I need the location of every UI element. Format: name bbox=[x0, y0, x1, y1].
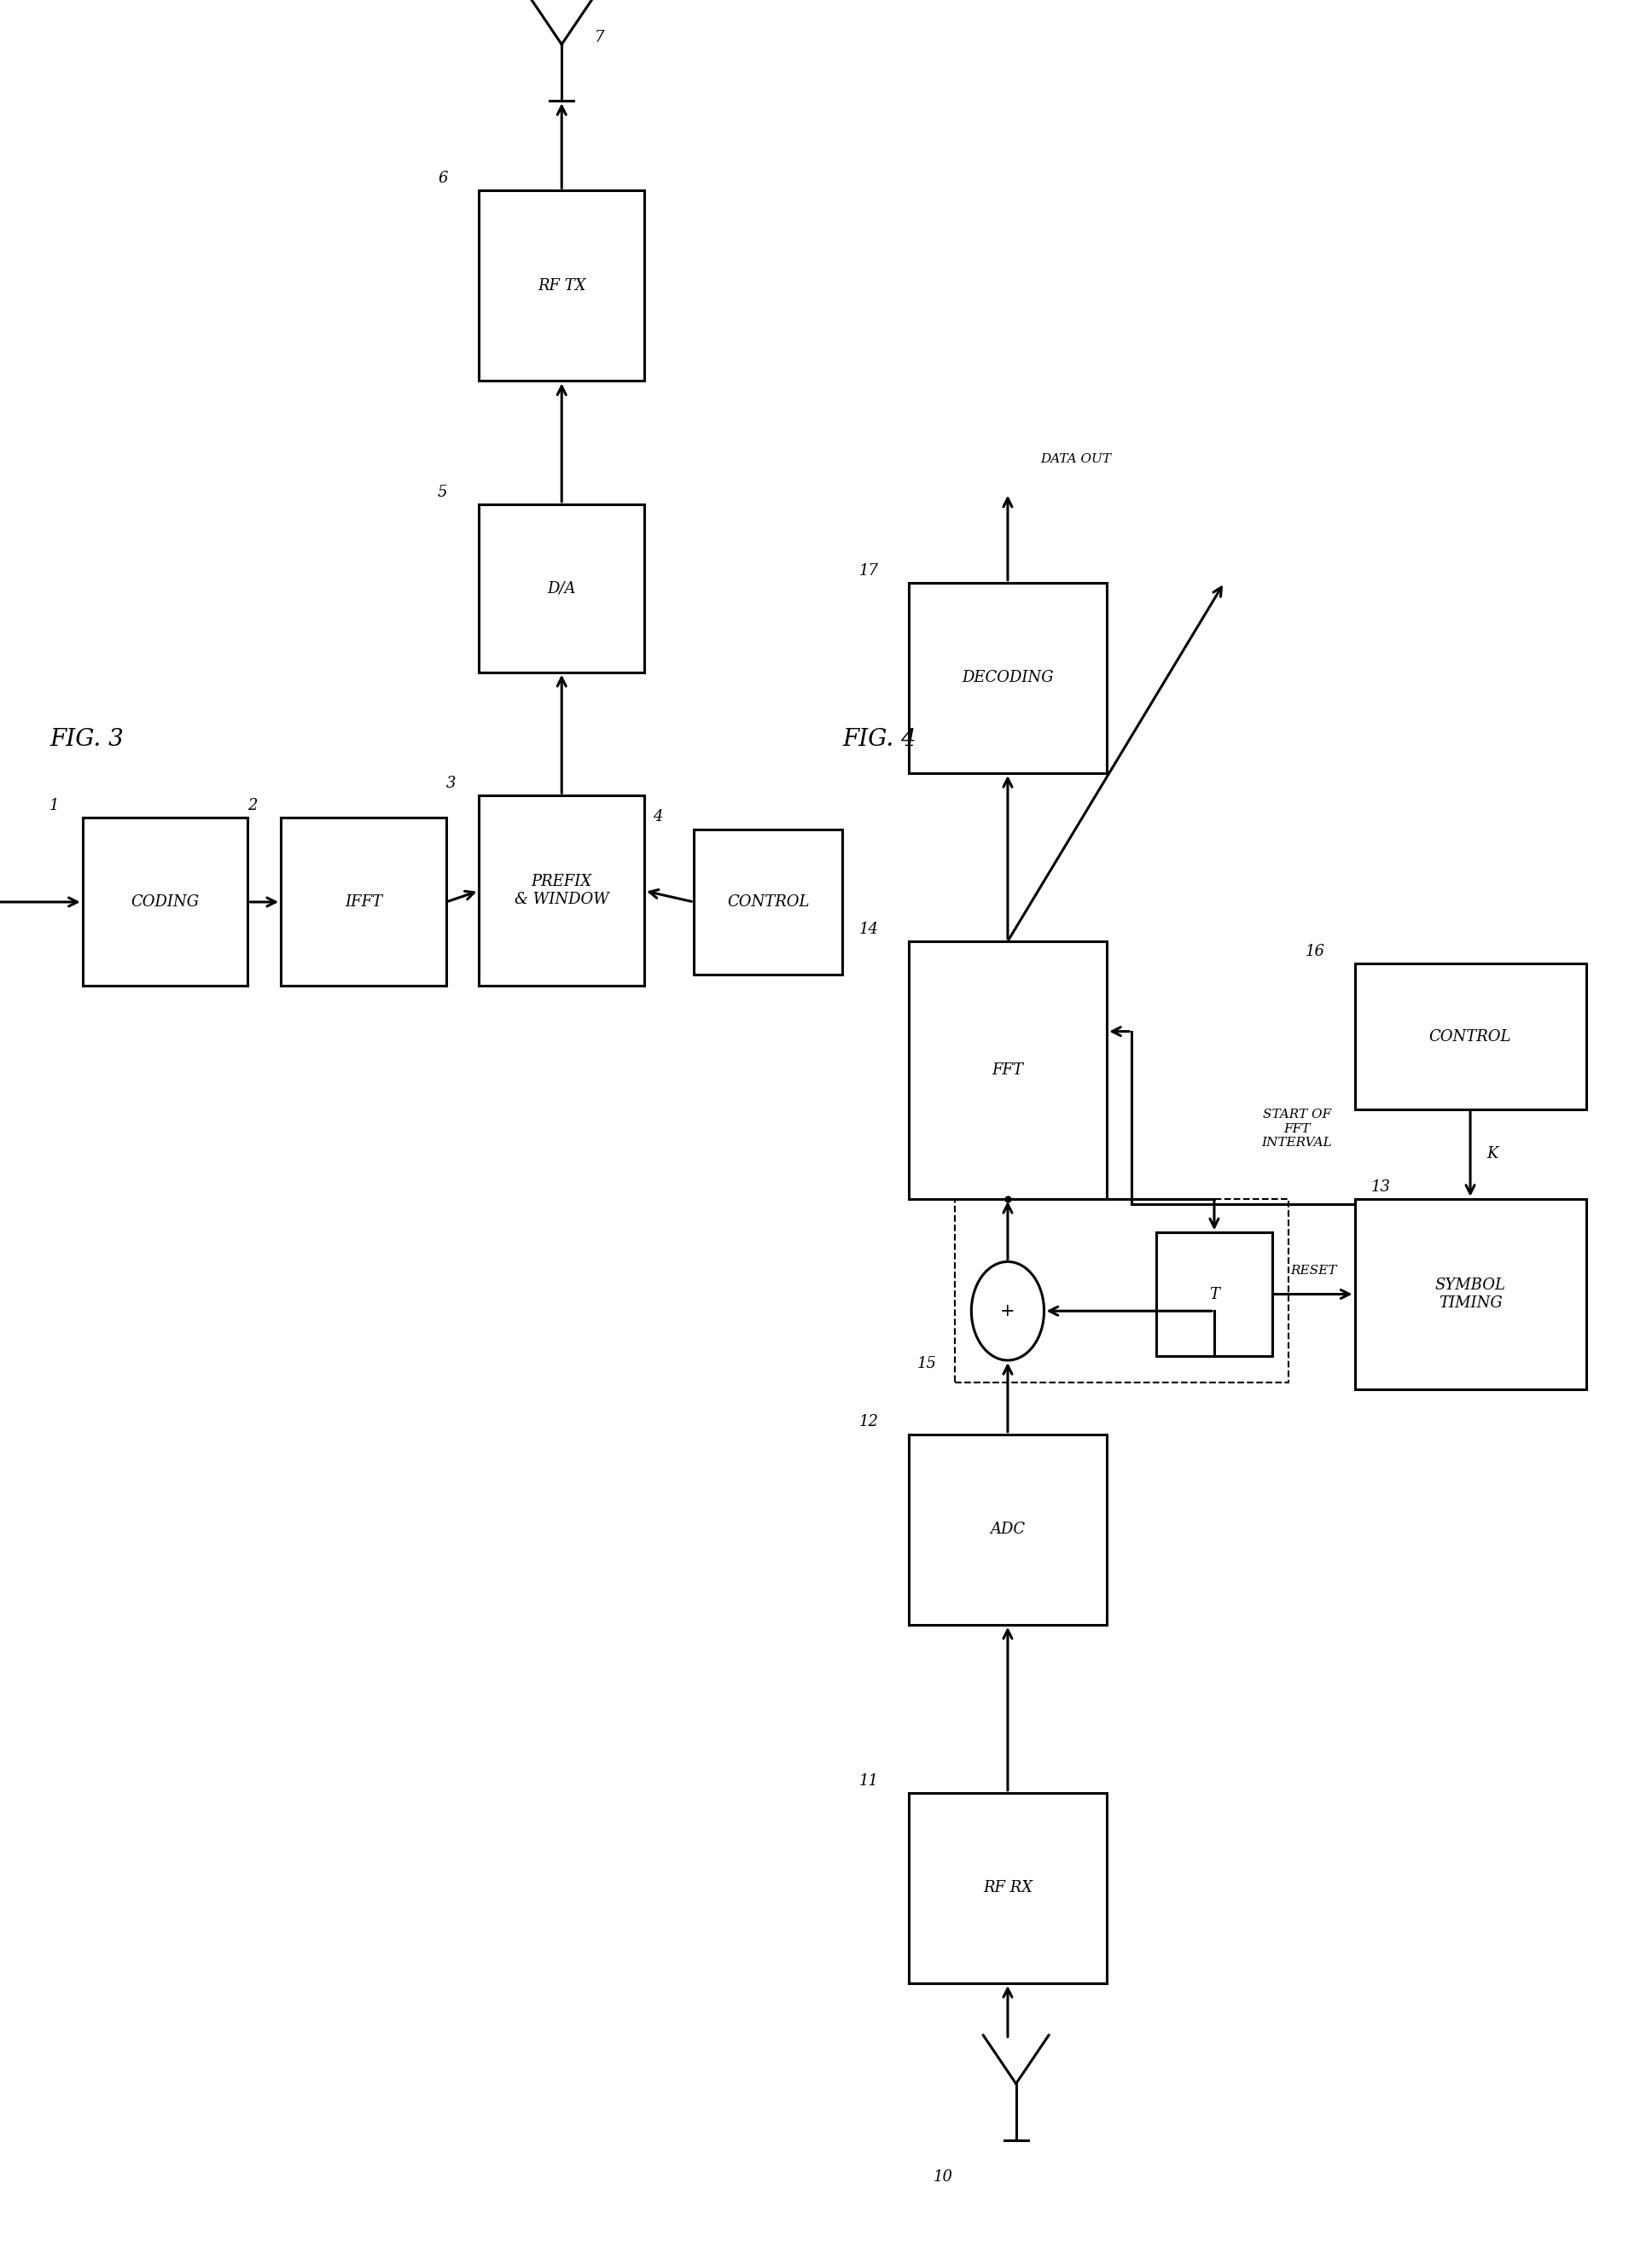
Text: 15: 15 bbox=[917, 1356, 937, 1371]
Text: CONTROL: CONTROL bbox=[1429, 1029, 1512, 1044]
Text: DATA OUT: DATA OUT bbox=[1041, 453, 1112, 466]
Text: ADC: ADC bbox=[990, 1522, 1026, 1537]
Text: 17: 17 bbox=[859, 562, 879, 578]
FancyBboxPatch shape bbox=[479, 190, 644, 381]
Text: T: T bbox=[1209, 1286, 1219, 1302]
Text: 10: 10 bbox=[933, 2169, 953, 2185]
Text: FIG. 4: FIG. 4 bbox=[843, 728, 917, 751]
FancyBboxPatch shape bbox=[479, 796, 644, 986]
Text: 16: 16 bbox=[1305, 943, 1325, 959]
Text: K: K bbox=[1487, 1147, 1498, 1161]
Text: SYMBOL
TIMING: SYMBOL TIMING bbox=[1436, 1277, 1505, 1311]
Text: 5: 5 bbox=[438, 484, 448, 500]
FancyBboxPatch shape bbox=[909, 1793, 1107, 1983]
FancyBboxPatch shape bbox=[694, 829, 843, 975]
Text: CODING: CODING bbox=[131, 894, 200, 910]
Text: START OF
FFT
INTERVAL: START OF FFT INTERVAL bbox=[1262, 1109, 1332, 1147]
FancyBboxPatch shape bbox=[1156, 1233, 1272, 1356]
Bar bbox=[955, 1199, 1289, 1383]
FancyBboxPatch shape bbox=[479, 504, 644, 672]
Text: RF RX: RF RX bbox=[983, 1880, 1032, 1896]
Text: 13: 13 bbox=[1371, 1179, 1391, 1194]
Text: PREFIX
& WINDOW: PREFIX & WINDOW bbox=[514, 874, 610, 908]
Text: DECODING: DECODING bbox=[961, 670, 1054, 686]
Text: RF TX: RF TX bbox=[537, 278, 586, 294]
Text: 3: 3 bbox=[446, 775, 456, 791]
FancyBboxPatch shape bbox=[909, 941, 1107, 1199]
FancyBboxPatch shape bbox=[1355, 964, 1586, 1109]
Text: +: + bbox=[999, 1302, 1016, 1320]
FancyBboxPatch shape bbox=[909, 1434, 1107, 1625]
Text: 11: 11 bbox=[859, 1773, 879, 1788]
Text: 4: 4 bbox=[653, 809, 662, 825]
FancyBboxPatch shape bbox=[1355, 1199, 1586, 1389]
Text: 12: 12 bbox=[859, 1414, 879, 1430]
Text: RESET: RESET bbox=[1290, 1264, 1336, 1275]
FancyBboxPatch shape bbox=[281, 818, 446, 986]
Text: 7: 7 bbox=[595, 29, 605, 45]
FancyBboxPatch shape bbox=[83, 818, 248, 986]
Text: 2: 2 bbox=[248, 798, 258, 813]
Text: FFT: FFT bbox=[991, 1062, 1024, 1078]
Text: FIG. 3: FIG. 3 bbox=[50, 728, 124, 751]
Text: 6: 6 bbox=[438, 170, 448, 186]
Text: IFFT: IFFT bbox=[345, 894, 382, 910]
FancyBboxPatch shape bbox=[909, 583, 1107, 773]
Text: CONTROL: CONTROL bbox=[727, 894, 809, 910]
Text: 1: 1 bbox=[50, 798, 59, 813]
Text: D/A: D/A bbox=[547, 580, 577, 596]
Text: 14: 14 bbox=[859, 921, 879, 937]
